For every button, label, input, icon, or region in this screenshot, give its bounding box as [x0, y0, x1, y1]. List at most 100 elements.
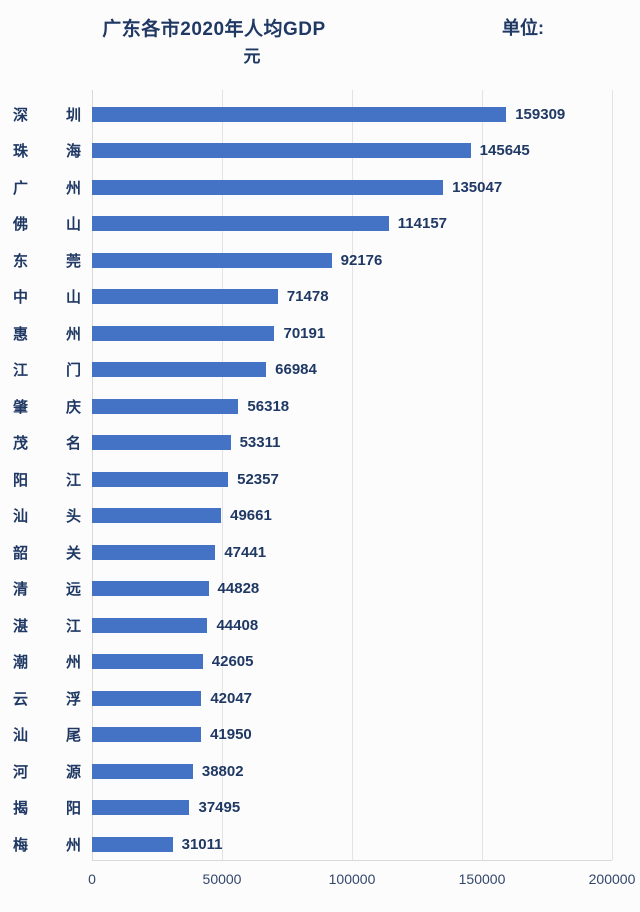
bar-row: 汕尾 41950	[0, 717, 640, 754]
bar-value: 37495	[198, 799, 241, 817]
bar-value: 44408	[216, 616, 259, 634]
bar-label: 潮州	[13, 654, 81, 672]
bar-row: 深圳 159309	[0, 96, 640, 133]
bar-track: 37495	[92, 799, 612, 816]
bar-chart: 深圳 159309 珠海 145645 广州 135047 佛山 114157 东莞 92176 中…	[0, 90, 640, 893]
bar-track: 159309	[92, 106, 612, 123]
bar-label: 珠海	[13, 143, 81, 161]
bar-value: 71478	[286, 288, 329, 306]
bar-label: 茂名	[13, 435, 81, 453]
bar-track: 42605	[92, 653, 612, 670]
bar-track: 114157	[92, 215, 612, 232]
bar-label: 河源	[13, 763, 81, 781]
bar	[92, 362, 267, 378]
bar	[92, 581, 209, 597]
bar-row: 广州 135047	[0, 169, 640, 206]
bar-value: 56318	[247, 397, 290, 415]
bar-value: 159309	[515, 105, 566, 123]
bar-label: 东莞	[13, 252, 81, 270]
unit-value: 元	[243, 47, 261, 66]
bar-track: 66984	[92, 361, 612, 378]
chart-header: 广东各市2020年人均GDP 单位: 元	[0, 0, 640, 78]
bar-row: 东莞 92176	[0, 242, 640, 279]
bar-row: 江门 66984	[0, 352, 640, 389]
bar-label: 云浮	[13, 690, 81, 708]
x-axis-tick-label: 50000	[202, 870, 242, 887]
bar-value: 145645	[479, 142, 530, 160]
bar-row: 湛江 44408	[0, 607, 640, 644]
x-axis-tick-label: 200000	[588, 870, 636, 887]
x-axis-tick-label: 150000	[458, 870, 506, 887]
bar-label: 深圳	[13, 106, 81, 124]
bar-row: 揭阳 37495	[0, 790, 640, 827]
bar	[92, 216, 389, 232]
bar-row: 珠海 145645	[0, 133, 640, 170]
bar-track: 41950	[92, 726, 612, 743]
bar-row: 清远 44828	[0, 571, 640, 608]
bar	[92, 654, 203, 670]
bar-value: 42047	[210, 689, 253, 707]
bar-value: 47441	[224, 543, 267, 561]
bar	[92, 544, 216, 560]
bar	[92, 325, 275, 341]
bar-row: 汕头 49661	[0, 498, 640, 535]
bar-row: 韶关 47441	[0, 534, 640, 571]
bar	[92, 398, 239, 414]
bar-label: 梅州	[13, 836, 81, 854]
bar-row: 茂名 53311	[0, 425, 640, 462]
x-axis-tick-label: 0	[88, 870, 96, 887]
bar-track: 47441	[92, 544, 612, 561]
bar-row: 惠州 70191	[0, 315, 640, 352]
unit-label: 单位:	[502, 18, 544, 38]
bar-track: 42047	[92, 690, 612, 707]
bar	[92, 179, 444, 195]
bar-rows: 深圳 159309 珠海 145645 广州 135047 佛山 114157 东莞 92176 中…	[0, 96, 640, 863]
bar	[92, 617, 208, 633]
bar-value: 135047	[452, 178, 503, 196]
bar-label: 揭阳	[13, 800, 81, 818]
bar-row: 佛山 114157	[0, 206, 640, 243]
bar-label: 中山	[13, 289, 81, 307]
bar-row: 云浮 42047	[0, 680, 640, 717]
bar-track: 145645	[92, 142, 612, 159]
bar-label: 汕尾	[13, 727, 81, 745]
bar-label: 清远	[13, 581, 81, 599]
bar-label: 广州	[13, 179, 81, 197]
bar-track: 38802	[92, 763, 612, 780]
bar-label: 佛山	[13, 216, 81, 234]
bar-value: 52357	[237, 470, 279, 488]
bar-track: 92176	[92, 252, 612, 269]
x-axis-tick-label: 100000	[328, 870, 376, 887]
bar	[92, 763, 193, 779]
bar	[92, 471, 229, 487]
bar-track: 56318	[92, 398, 612, 415]
bar-value: 66984	[275, 361, 317, 379]
bar-value: 70191	[283, 324, 326, 342]
bar-value: 41950	[210, 726, 252, 744]
bar-value: 53311	[239, 434, 281, 452]
bar-track: 44828	[92, 580, 612, 597]
x-axis: 0 50000 100000 150000 200000	[88, 863, 635, 893]
bar-row: 潮州 42605	[0, 644, 640, 681]
bar	[92, 289, 278, 305]
bar	[92, 435, 231, 451]
bar	[92, 727, 202, 743]
bar-value: 114157	[397, 215, 448, 233]
bar-track: 31011	[92, 836, 612, 853]
bar-label: 肇庆	[13, 398, 81, 416]
bar-track: 135047	[92, 179, 612, 196]
bar-value: 42605	[211, 653, 254, 671]
bar-row: 梅州 31011	[0, 826, 640, 863]
bar	[92, 143, 471, 159]
page-title: 广东各市2020年人均GDP	[102, 19, 326, 40]
bar-row: 肇庆 56318	[0, 388, 640, 425]
bar-row: 阳江 52357	[0, 461, 640, 498]
bar	[92, 800, 190, 816]
bar-value: 44828	[217, 580, 260, 598]
bar	[92, 690, 202, 706]
bar-track: 44408	[92, 617, 612, 634]
bar-label: 湛江	[13, 617, 81, 635]
bar-label: 惠州	[13, 325, 81, 343]
bar-label: 阳江	[13, 471, 81, 489]
